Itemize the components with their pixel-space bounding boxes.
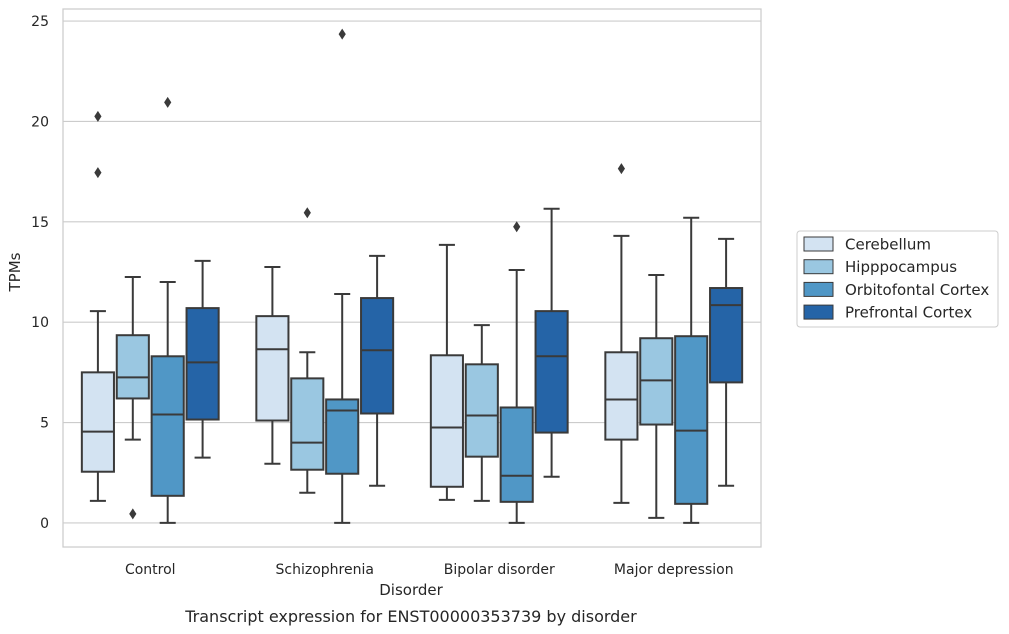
box-prefrontal-cortex (534, 207, 569, 478)
category-group (255, 28, 395, 524)
box-iqr (80, 371, 115, 473)
y-tick-label: 10 (31, 315, 49, 331)
y-tick-label: 5 (40, 416, 49, 432)
box-iqr (150, 355, 185, 497)
box-groups (80, 28, 744, 524)
outlier-point (303, 207, 311, 219)
legend-swatch (803, 304, 834, 320)
x-tick-label: Control (125, 562, 176, 578)
box-iqr (255, 315, 290, 422)
box-cerebellum (80, 110, 115, 502)
y-tick-label: 15 (31, 215, 49, 231)
legend-swatch (803, 236, 834, 252)
outlier-point (94, 167, 102, 179)
box-cerebellum (255, 265, 290, 465)
box-hipppocampus (464, 324, 499, 502)
box-cerebellum (429, 243, 464, 501)
box-hipppocampus (290, 207, 325, 494)
box-iqr (499, 406, 534, 503)
legend-frame (796, 230, 999, 328)
box-iqr (464, 363, 499, 458)
legend-label: Prefrontal Cortex (845, 304, 972, 322)
category-group (80, 96, 220, 524)
outlier-point (164, 96, 172, 108)
legend-swatch (803, 281, 834, 297)
category-group (604, 163, 744, 524)
y-tick-label: 25 (31, 14, 49, 30)
outlier-point (513, 221, 521, 233)
box-hipppocampus (639, 273, 674, 519)
box-prefrontal-cortex (709, 237, 744, 487)
box-orbitofontal-cortex (150, 96, 185, 524)
box-prefrontal-cortex (360, 254, 395, 487)
x-tick-labels: Control Schizophrenia Bipolar disorder Majo… (125, 562, 734, 578)
box-iqr (185, 307, 220, 421)
legend-label: Orbitofontal Cortex (845, 281, 989, 299)
box-iqr (639, 337, 674, 426)
box-iqr (360, 297, 395, 415)
plot-frame (62, 8, 762, 548)
box-iqr (534, 310, 569, 434)
box-orbitofontal-cortex (499, 221, 534, 524)
y-tick-label: 20 (31, 114, 49, 130)
box-orbitofontal-cortex (674, 216, 709, 524)
x-tick-label: Bipolar disorder (444, 562, 555, 578)
legend-label: Hipppocampus (845, 258, 957, 276)
outlier-point (94, 110, 102, 122)
legend: Cerebellum Hipppocampus Orbitofontal Corte… (796, 230, 999, 328)
box-cerebellum (604, 163, 639, 504)
box-iqr (674, 335, 709, 505)
outlier-point (338, 28, 346, 40)
category-group (429, 207, 569, 524)
box-iqr (429, 354, 464, 488)
chart-caption: Transcript expression for ENST0000035373… (184, 607, 637, 626)
legend-swatch (803, 259, 834, 275)
box-iqr (325, 398, 360, 475)
outlier-point (617, 163, 625, 175)
box-orbitofontal-cortex (325, 28, 360, 524)
box-prefrontal-cortex (185, 259, 220, 459)
outlier-point (129, 508, 137, 520)
box-iqr (709, 287, 744, 384)
box-iqr (604, 351, 639, 441)
legend-label: Cerebellum (845, 236, 931, 254)
x-axis-title: Disorder (379, 581, 443, 599)
box-hipppocampus (115, 275, 150, 520)
x-tick-label: Schizophrenia (276, 562, 374, 578)
box-iqr (115, 334, 150, 400)
box-iqr (290, 377, 325, 471)
y-tick-labels: 0 5 10 15 20 25 (31, 14, 49, 532)
x-tick-label: Major depression (614, 562, 734, 578)
y-tick-label: 0 (40, 516, 49, 532)
y-axis-title: TPMs (6, 252, 24, 292)
